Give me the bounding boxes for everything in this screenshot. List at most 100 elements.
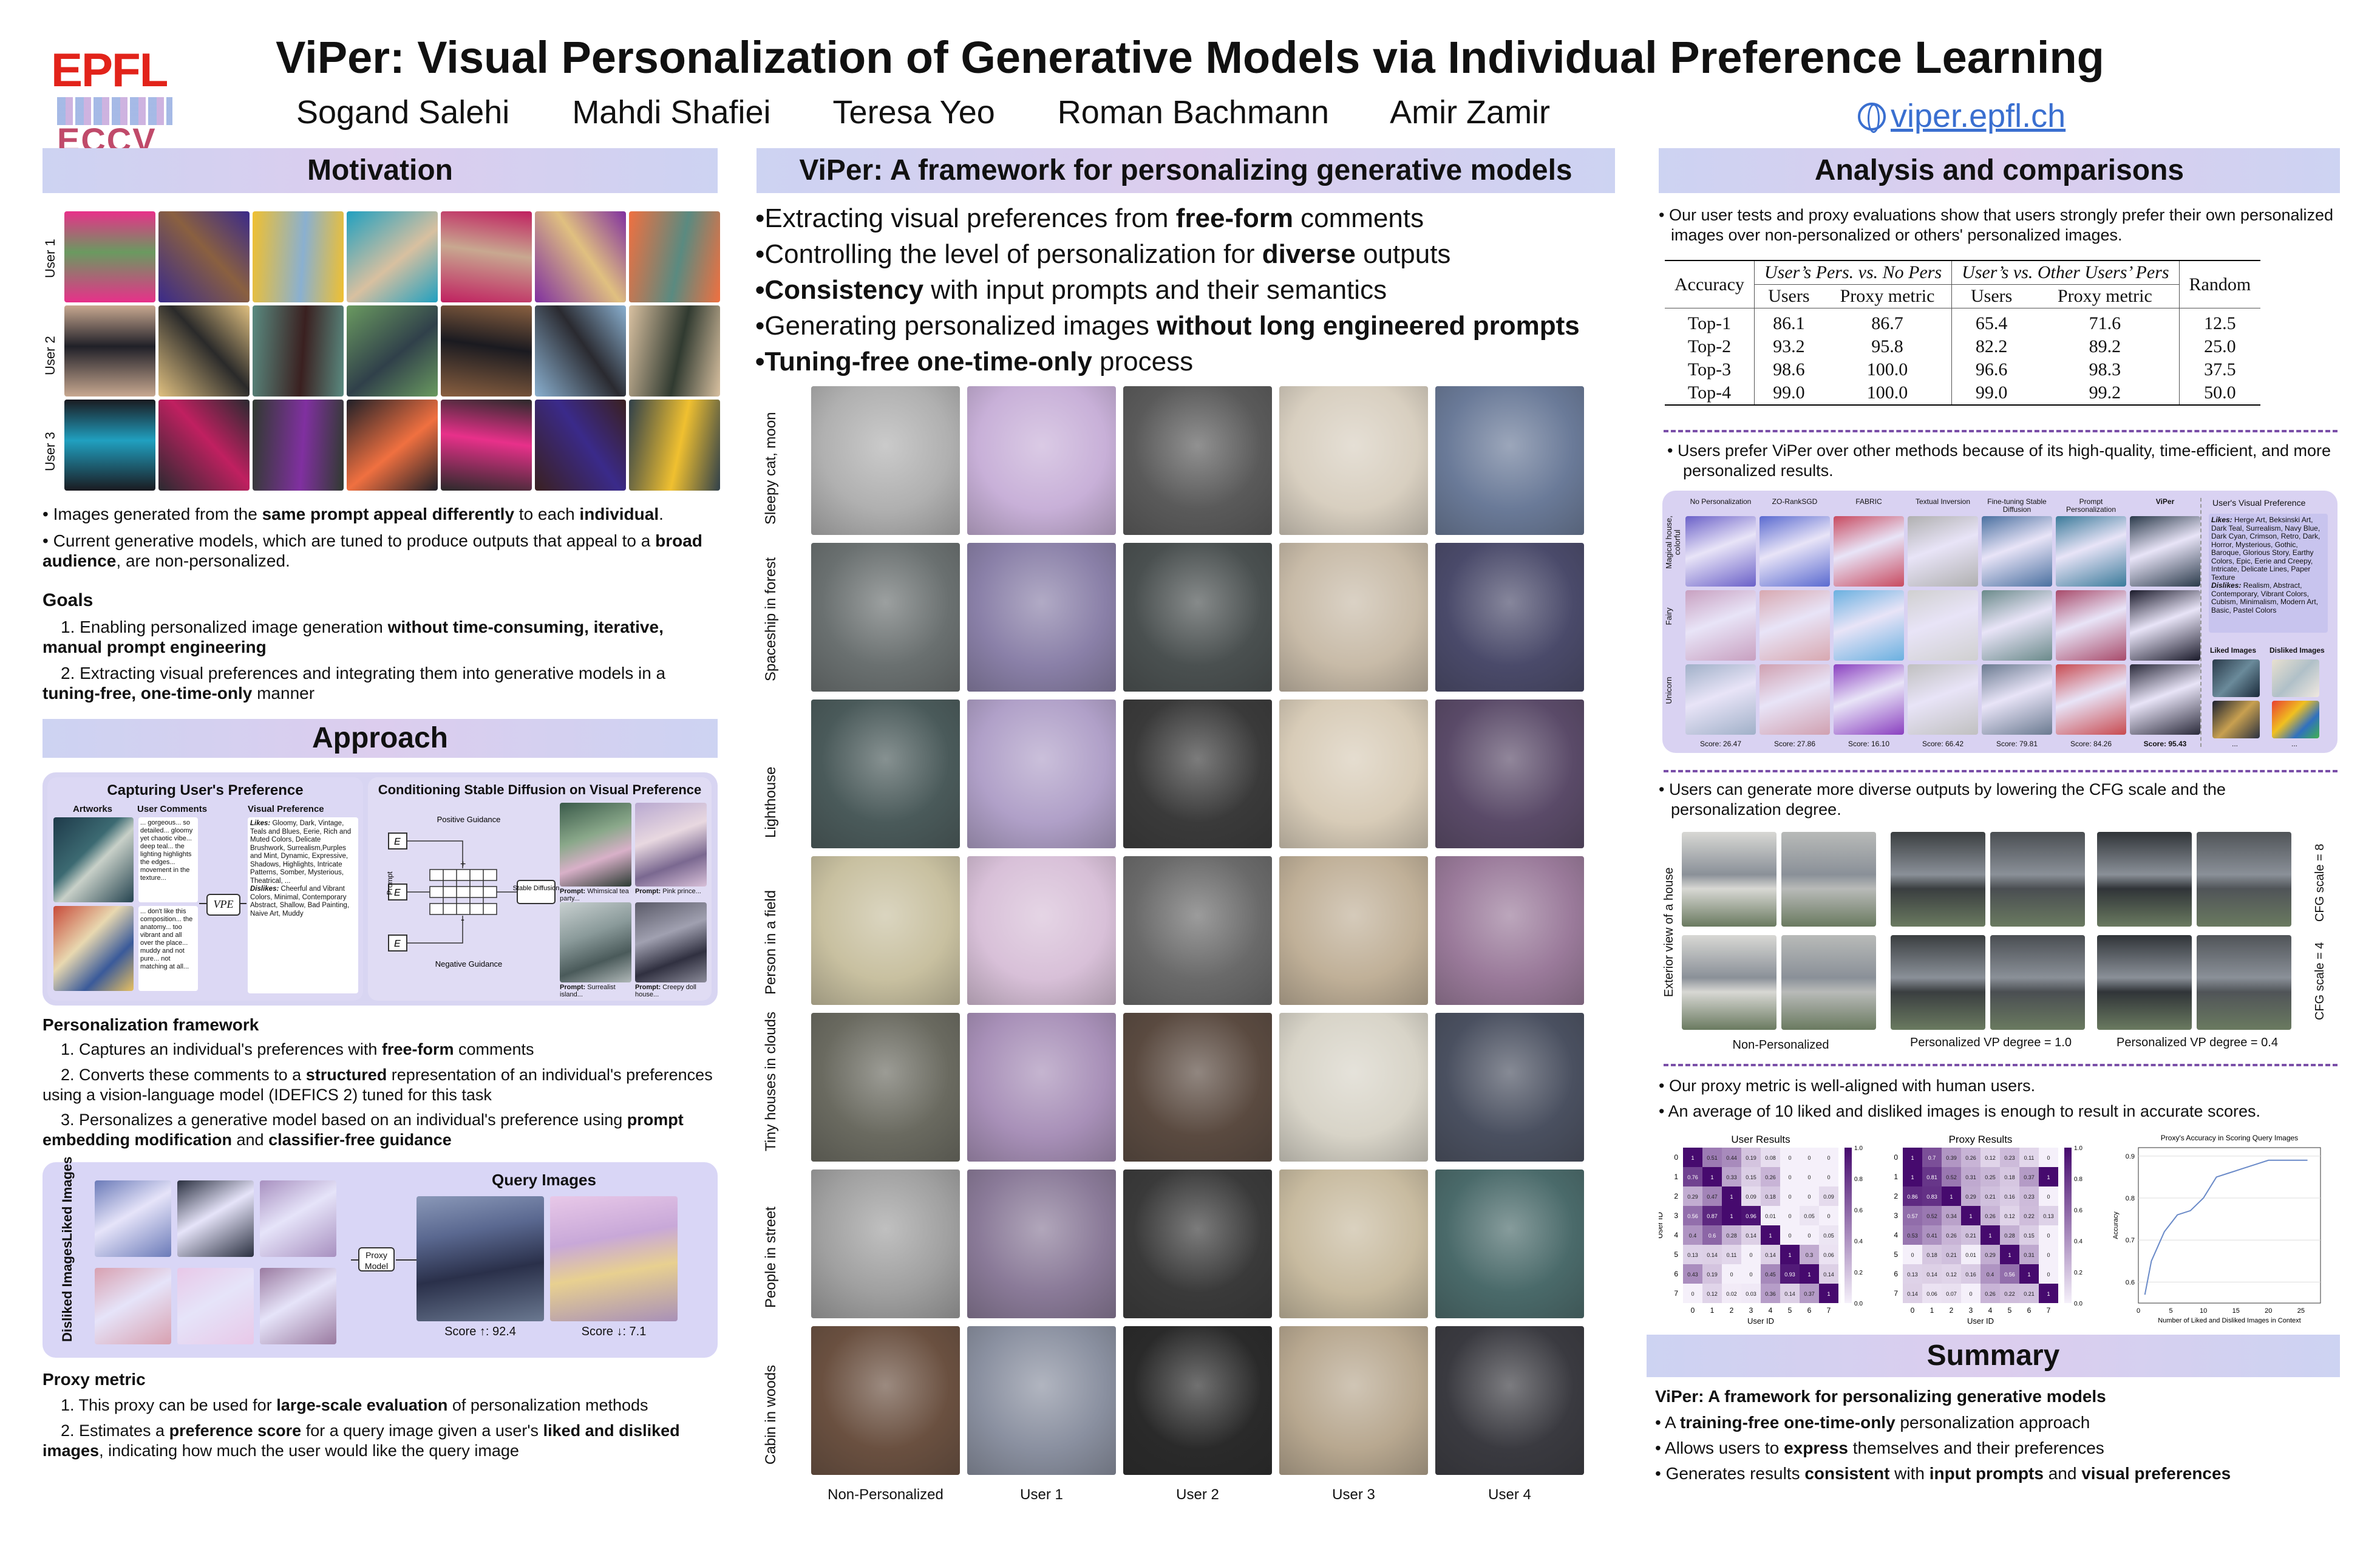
heatmap-cell: [1819, 1225, 1838, 1245]
pf-item-1: 1. Captures an individual's preferences …: [61, 1040, 534, 1058]
method-label: Fine-tuning Stable Diffusion: [1987, 497, 2047, 514]
summary-bullet-3: • Generates results consistent with inpu…: [1655, 1464, 2231, 1483]
method-image: [2056, 590, 2126, 661]
website-link[interactable]: viper.epfl.ch: [1858, 97, 2066, 135]
heatmap-value: 0: [1749, 1252, 1752, 1258]
heatmap-cell: [1903, 1264, 1922, 1284]
prompt-2: Prompt: Pink prince...: [635, 888, 701, 895]
heatmap-value: 0: [1807, 1155, 1810, 1161]
heatmap-value: 0.93: [1784, 1272, 1795, 1278]
uvp-title: User's Visual Preference: [2212, 498, 2306, 508]
framework-image: [1279, 1169, 1428, 1318]
method-image: [1834, 664, 1904, 735]
uvp-disliked-label: Disliked Images: [2270, 646, 2325, 655]
pf-title: Personalization framework: [42, 1015, 259, 1034]
heatmap-value: 0.13: [1687, 1252, 1698, 1258]
pf-item-2: 2. Converts these comments to a structur…: [42, 1066, 713, 1104]
proxy-model-box: Proxy Model: [358, 1247, 395, 1272]
heatmap-cell: [2000, 1167, 2019, 1186]
heatmap-value: 1: [1988, 1233, 1991, 1239]
heatmap-title: Proxy Results: [1949, 1134, 2013, 1145]
heatmap-value: 0: [1827, 1174, 1830, 1180]
heatmap-cell: [1683, 1148, 1702, 1167]
heatmap-ytick: 6: [1894, 1270, 1898, 1278]
method-image: [1685, 590, 1756, 661]
heatmap-cell: [2000, 1264, 2019, 1284]
heatmap-value: 0.06: [1823, 1252, 1834, 1258]
summary-line-1: ViPer: A framework for personalizing gen…: [1655, 1387, 2106, 1406]
motivation-bullet-2: • Current generative models, which are t…: [42, 531, 702, 570]
method-image: [2130, 590, 2200, 661]
proxy-title: Proxy metric: [42, 1370, 146, 1389]
heatmap-cell: [2019, 1206, 2039, 1225]
th-proxy-1: Proxy metric: [1823, 284, 1953, 308]
table-cell: 86.1: [1773, 313, 1805, 333]
cond-output-1: [560, 803, 631, 887]
heatmap-value: 0.52: [1946, 1174, 1957, 1180]
heatmap-cell: [1980, 1148, 2000, 1167]
heatmap-cell: [1961, 1206, 1980, 1225]
heatmap-cell: [1800, 1148, 1819, 1167]
heatmap-title: User Results: [1731, 1134, 1790, 1145]
framework-row-label: Spaceship in forest: [763, 557, 779, 681]
motivation-image: [629, 211, 720, 302]
goal-1: 1. Enabling personalized image generatio…: [42, 618, 664, 656]
heatmap-value: 0: [1749, 1272, 1752, 1278]
heatmap-value: 0.83: [1926, 1194, 1937, 1200]
framework-image: [967, 1013, 1116, 1162]
heatmap-cell: [1922, 1284, 1942, 1303]
heatmap-cell: [1722, 1225, 1741, 1245]
method-image: [1759, 516, 1830, 587]
heatmap-cell: [1819, 1148, 1838, 1167]
heatmap-value: 0.09: [1823, 1194, 1834, 1200]
proxy-item-2: 2. Estimates a preference score for a qu…: [42, 1421, 680, 1460]
heatmap-value: 0.01: [1965, 1252, 1976, 1258]
colorbar-tick: 0.0: [2074, 1301, 2082, 1307]
table-row: Top-4 99.0 100.0 99.0 99.2 50.0: [1665, 381, 2260, 405]
heatmap-cell: [1780, 1206, 1800, 1225]
heatmap-xlabel: User ID: [1967, 1316, 1994, 1324]
colorbar-tick: 0.8: [1854, 1176, 1863, 1183]
framework-image: [967, 1326, 1116, 1475]
proxy-item-1: 1. This proxy can be used for large-scal…: [61, 1396, 648, 1414]
motivation-image: [441, 305, 532, 397]
query-title: Query Images: [492, 1171, 596, 1189]
heatmap-cell: [1761, 1186, 1780, 1206]
website-text[interactable]: viper.epfl.ch: [1891, 98, 2066, 134]
divider-1: [1664, 430, 2338, 432]
th-group-1: User’s Pers. vs. No Pers: [1754, 260, 1953, 285]
svg-text:E: E: [394, 888, 401, 898]
heatmap-ytick: 7: [1674, 1289, 1678, 1298]
table-cell: 65.4: [1975, 313, 2008, 333]
heatmap-cell: [1942, 1186, 1961, 1206]
table-cell: 37.5: [2204, 359, 2236, 380]
heatmap-ytick: 2: [1894, 1192, 1898, 1200]
house-col-2: Personalized VP degree = 0.4: [2116, 1036, 2278, 1049]
heatmap-cell: [1961, 1245, 1980, 1264]
heatmap-value: 0.36: [1765, 1291, 1776, 1297]
conditioning-diagram: E E E Prompt + - Positive Guidance Negat…: [386, 815, 559, 969]
heatmap-cell: [1722, 1186, 1741, 1206]
motivation-bullet-1: • Images generated from the same prompt …: [42, 505, 664, 523]
framework-image: [1435, 700, 1584, 848]
house-image: [1990, 935, 2085, 1030]
liked-image: [177, 1180, 254, 1257]
framework-header: ViPer: A framework for personalizing gen…: [756, 148, 1615, 193]
heatmap-value: 0.47: [1707, 1194, 1718, 1200]
heatmap-value: 0.23: [2024, 1194, 2035, 1200]
framework-row-label: Sleepy cat, moon: [763, 412, 779, 525]
motivation-image: [535, 400, 626, 491]
heatmap-value: 1: [1710, 1174, 1713, 1180]
heatmap-cell: [1741, 1186, 1761, 1206]
heatmap-cell: [1819, 1186, 1838, 1206]
heatmap-value: 1: [1730, 1194, 1733, 1200]
fw-bullet-5: •Tuning-free one-time-only process: [755, 347, 1194, 376]
heatmap-value: 0: [1807, 1174, 1810, 1180]
heatmap-cell: [1702, 1186, 1722, 1206]
heatmap-value: 0: [1788, 1233, 1791, 1239]
framework-bullets: •Extracting visual preferences from free…: [755, 200, 1580, 380]
heatmap-cell: [1942, 1264, 1961, 1284]
heatmap-value: 0.21: [1946, 1252, 1957, 1258]
liked-image: [260, 1180, 336, 1257]
